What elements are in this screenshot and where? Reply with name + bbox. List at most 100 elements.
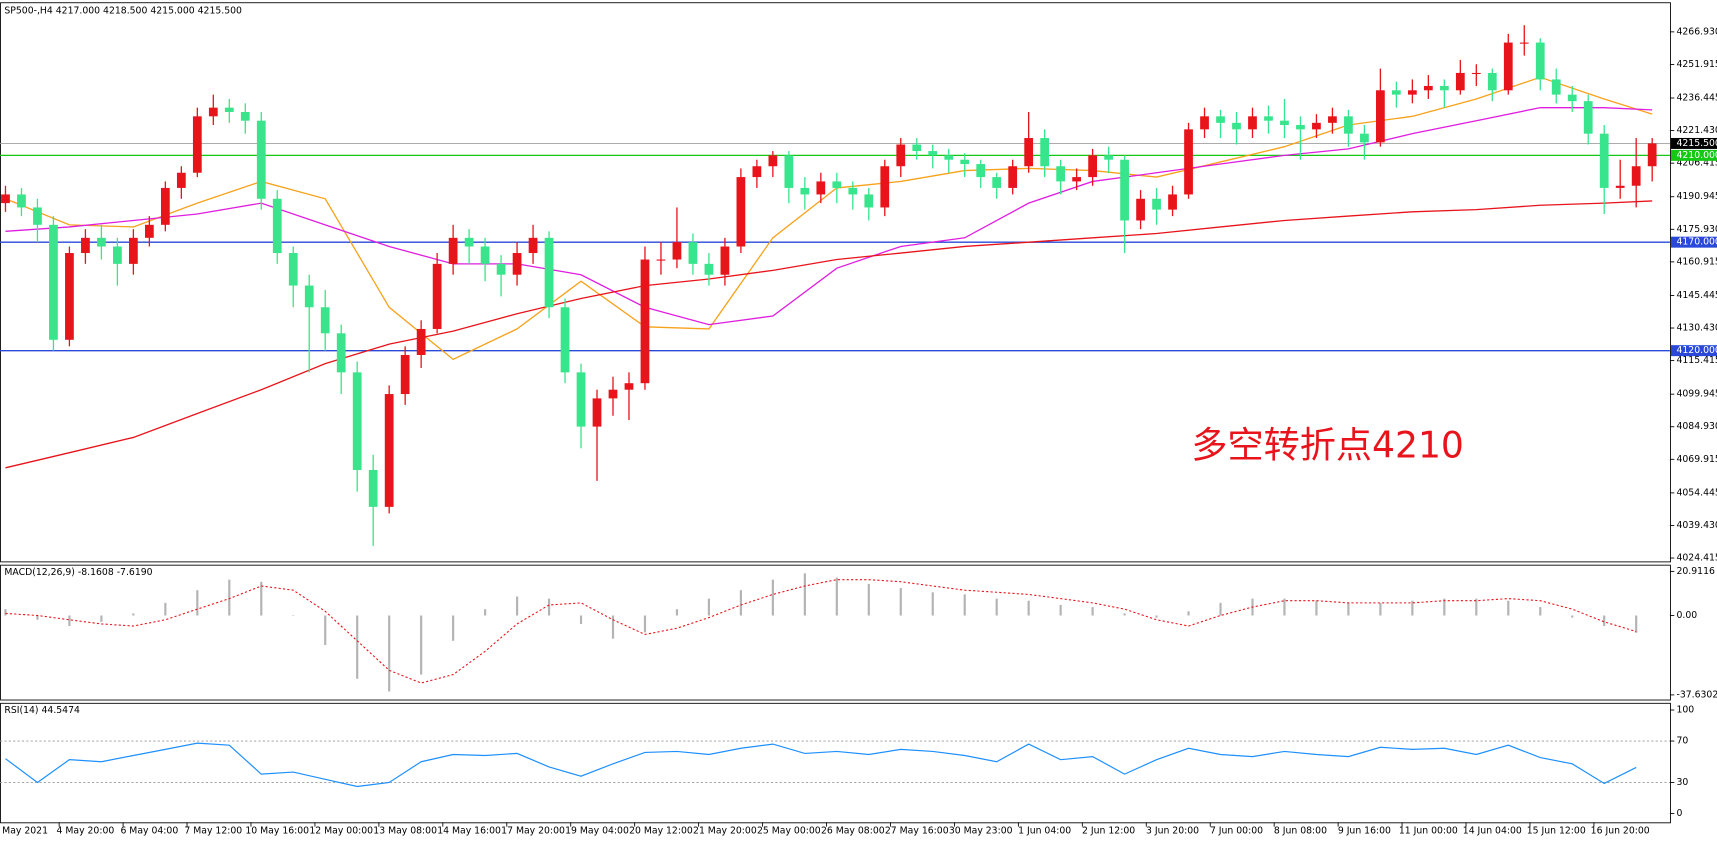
y-tick-label: 70 [1676, 736, 1688, 747]
y-tick-label: 4175.930 [1676, 224, 1717, 235]
candle-body [688, 242, 698, 264]
candle-body [944, 155, 954, 160]
candle-body [1280, 120, 1289, 126]
macd-bar [867, 583, 870, 616]
chart-title: MACD(12,26,9) -8.1608 -7.6190 [4, 567, 152, 578]
candle-body [1264, 116, 1273, 121]
candle-body [288, 253, 298, 286]
macd-bar [324, 615, 327, 646]
candle-body [896, 144, 906, 167]
candle-body [1551, 79, 1561, 95]
candle-body [33, 207, 42, 225]
candle-body [1583, 101, 1593, 134]
candle-body [304, 285, 314, 308]
y-tick-label: 4266.930 [1676, 26, 1717, 37]
macd-bar [643, 615, 647, 633]
macd-bar [420, 615, 423, 675]
level-label: 4170.000 [1676, 237, 1717, 248]
macd-panel [0, 564, 1671, 701]
candle-body [1376, 90, 1385, 143]
x-tick-label: 30 May 23:00 [949, 826, 1013, 837]
candle-body [400, 354, 410, 395]
macd-bar [388, 615, 391, 692]
macd-bar [835, 577, 838, 616]
candle-body [1615, 185, 1625, 188]
macd-bar [452, 615, 455, 641]
candle-body [976, 164, 986, 178]
candle-body [224, 107, 234, 112]
candle-body [160, 187, 170, 225]
chart-title: SP500-,H4 4217.000 4218.500 4215.000 421… [4, 5, 242, 16]
candle-body [1152, 198, 1161, 210]
x-tick-label: 14 May 16:00 [437, 826, 501, 837]
candle-body [128, 237, 138, 264]
candle-body [1184, 129, 1193, 195]
macd-bar [1539, 607, 1542, 616]
candle-body [1503, 42, 1513, 91]
macd-bar [1315, 600, 1318, 616]
x-tick-label: 26 May 08:00 [821, 826, 885, 837]
y-tick-label: 20.9116 [1676, 566, 1715, 577]
candle-body [1168, 194, 1177, 210]
x-tick-label: 16 Jun 20:00 [1591, 826, 1650, 837]
macd-bar [1219, 602, 1222, 616]
x-tick-label: 4 May 20:00 [57, 826, 115, 837]
x-tick-label: 15 Jun 12:00 [1527, 826, 1586, 837]
macd-bar [1347, 602, 1350, 616]
candle-body [672, 242, 682, 260]
macd-bar [1059, 604, 1062, 616]
level-tag [1671, 345, 1717, 357]
candle-body [1216, 116, 1225, 123]
candle-body [464, 237, 474, 247]
macd-bar [1123, 613, 1126, 616]
macd-bar [100, 615, 103, 622]
y-tick-label: 100 [1676, 705, 1694, 716]
candle-body [848, 187, 858, 195]
y-tick-label: 4130.430 [1676, 323, 1717, 334]
macd-bar [484, 609, 487, 616]
candle-body [17, 194, 26, 208]
macd-bar [1283, 598, 1286, 616]
x-tick-label: 17 May 20:00 [501, 826, 565, 837]
candle-body [576, 372, 586, 427]
macd-bar [260, 581, 263, 616]
candle-body [320, 307, 330, 334]
macd-bar [4, 609, 7, 616]
candle-body [1519, 42, 1529, 44]
macd-bar [1091, 607, 1094, 616]
y-tick-label: 4160.915 [1676, 256, 1717, 267]
candle-body [960, 159, 970, 165]
macd-bar [579, 615, 583, 624]
y-tick-label: 4039.430 [1676, 520, 1717, 531]
macd-bar [675, 609, 679, 616]
candle-body [496, 263, 506, 275]
candle-body [1567, 94, 1577, 102]
x-tick-label: 8 Jun 08:00 [1274, 826, 1327, 837]
macd-bar [803, 573, 806, 616]
candle-body [912, 144, 922, 152]
candle-body [1439, 85, 1449, 91]
annotation: 多空转折点4210 [1191, 423, 1464, 466]
candle-body [768, 155, 778, 167]
x-tick-label: 6 May 04:00 [120, 826, 178, 837]
x-tick-label: 25 May 00:00 [757, 826, 821, 837]
y-tick-label: 4024.415 [1676, 553, 1717, 564]
candle-body [256, 120, 266, 199]
macd-bar [1187, 611, 1190, 616]
price-tag [1671, 137, 1717, 149]
macd-bar [1603, 615, 1606, 627]
macd-bar [1155, 615, 1158, 618]
candle-body [656, 259, 666, 261]
macd-bar [1571, 615, 1574, 618]
y-tick-label: -37.6302 [1676, 689, 1717, 700]
candle-body [608, 389, 618, 399]
x-tick-label: 3 Jun 20:00 [1146, 826, 1199, 837]
y-tick-label: 4069.915 [1676, 454, 1717, 465]
candle-body [1120, 159, 1129, 221]
macd-bar [292, 615, 295, 617]
y-tick-label: 4099.945 [1676, 389, 1717, 400]
y-tick-label: 4206.415 [1676, 158, 1717, 169]
candle-body [928, 151, 938, 156]
candle-body [640, 259, 650, 384]
